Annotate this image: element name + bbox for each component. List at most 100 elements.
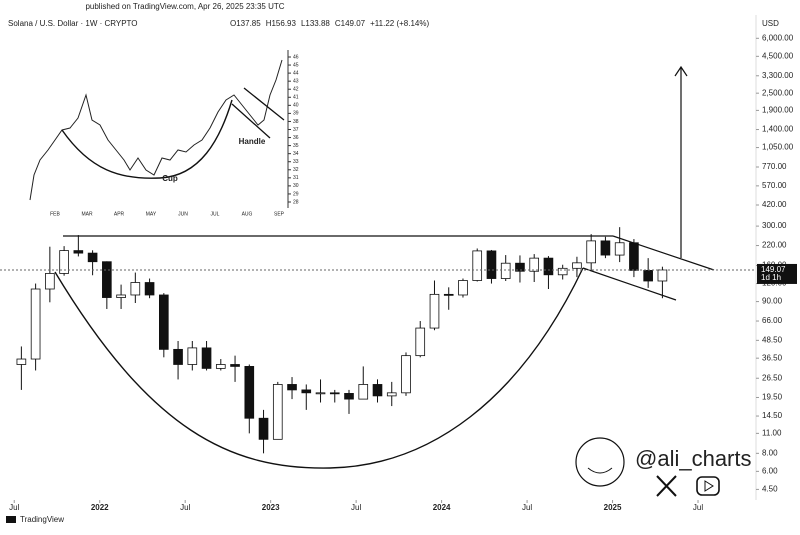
y-tick-label: 2,500.00: [762, 88, 794, 97]
inset-y-tick-label: 33: [293, 159, 299, 165]
inset-x-tick-label: APR: [114, 211, 125, 217]
ohlc-legend: O137.85 H156.93 L133.88 C149.07 +11.22 (+8.1…: [230, 19, 429, 28]
x-tick-label: 2023: [262, 503, 280, 512]
inset-x-tick-label: FEB: [50, 211, 60, 217]
candle-body: [301, 389, 312, 394]
x-tick-label: Jul: [180, 503, 190, 512]
inset-background: [20, 46, 302, 221]
y-tick-label: 36.50: [762, 353, 783, 362]
candle-body: [529, 257, 540, 272]
last-price-label: 149.07: [761, 265, 786, 274]
candle-body: [515, 262, 525, 272]
y-tick-label: 6,000.00: [762, 33, 794, 42]
inset-handle-lower: [231, 103, 271, 139]
candle-body: [372, 384, 383, 397]
candle-body: [102, 261, 112, 298]
avatar: [575, 437, 625, 487]
y-tick-label: 4,500.00: [762, 51, 794, 60]
candle-body: [315, 392, 326, 395]
y-tick-label: 770.00: [762, 162, 787, 171]
y-tick-label: 26.50: [762, 373, 783, 382]
y-tick-label: 300.00: [762, 221, 787, 230]
y-tick-label: 570.00: [762, 181, 787, 190]
ohlc-value: L133.88: [301, 19, 330, 28]
currency: USD: [762, 19, 779, 28]
cup-label: Cup: [162, 174, 178, 183]
inset-y-tick-label: 42: [293, 87, 299, 93]
candle-body: [59, 250, 69, 274]
candle-body: [586, 240, 596, 264]
x-tick-label: Jul: [522, 503, 532, 512]
inset-x-tick-label: MAY: [146, 211, 157, 217]
handle-lower: [582, 267, 677, 301]
inset-y-tick-label: 45: [293, 62, 299, 68]
ohlc-value: +11.22 (+8.14%): [370, 19, 429, 28]
candle-body: [329, 392, 340, 395]
candle-body: [386, 392, 397, 397]
inset-y-tick-label: 39: [293, 111, 299, 117]
inset-cup: [61, 99, 233, 179]
x-icon: [656, 475, 677, 497]
candle-body: [287, 384, 297, 391]
candle-body: [500, 262, 511, 279]
candle-body: [258, 417, 269, 440]
inset-y-tick-label: 40: [293, 103, 299, 109]
ohlc-value: H156.93: [266, 19, 297, 28]
candle-body: [344, 393, 354, 400]
ohlc-value: C149.07: [335, 19, 366, 28]
candle-body: [130, 282, 141, 296]
inset-y-tick-label: 46: [293, 54, 299, 60]
candle-body: [230, 364, 240, 367]
handle-upper: [612, 235, 715, 271]
inset-y-tick-label: 43: [293, 78, 299, 84]
y-tick-label: 90.00: [762, 297, 783, 306]
candle-body: [472, 250, 483, 281]
brand: TradingView: [20, 515, 64, 524]
x-tick-label: Jul: [9, 503, 19, 512]
inset-y-tick-label: 28: [293, 199, 299, 205]
inset-y-tick-label: 29: [293, 191, 299, 197]
candle-body: [600, 240, 611, 256]
brand-logo: [6, 516, 16, 523]
y-tick-label: 420.00: [762, 200, 787, 209]
candle-body: [16, 358, 27, 365]
x-tick-label: 2024: [433, 503, 451, 512]
candle-body: [458, 280, 468, 296]
y-tick-label: 1,050.00: [762, 143, 794, 152]
inset-y-tick-label: 34: [293, 151, 299, 157]
candle-body: [486, 250, 497, 279]
author-badge: @ali_charts: [575, 437, 752, 497]
y-tick-label: 1,400.00: [762, 125, 794, 134]
inset-handle-upper: [243, 87, 285, 121]
y-tick-label: 66.00: [762, 316, 783, 325]
price-box: [757, 263, 797, 284]
candle-body: [614, 242, 625, 256]
inset-y-tick-label: 31: [293, 175, 299, 181]
inset-y-tick-label: 38: [293, 119, 299, 125]
x-tick-label: Jul: [693, 503, 703, 512]
inset-x-tick-label: SEP: [274, 211, 285, 217]
candle-body: [144, 282, 155, 296]
cup-curve: [54, 267, 584, 469]
candle-body: [401, 355, 411, 394]
candle-body: [443, 293, 454, 296]
candle-body: [429, 293, 440, 329]
inset-x-tick-label: JUL: [211, 211, 220, 217]
inset-y-tick-label: 35: [293, 143, 299, 149]
inset-y-tick-label: 32: [293, 167, 299, 173]
candle-body: [358, 384, 369, 400]
y-tick-label: 3,300.00: [762, 71, 794, 80]
candle-body: [272, 384, 283, 440]
candle-body: [543, 257, 554, 276]
candle-body: [657, 269, 668, 282]
candle-body: [116, 294, 126, 298]
countdown: 1d 1h: [761, 273, 781, 282]
arrow-head: [674, 65, 688, 77]
published: published on TradingView.com, Apr 26, 20…: [85, 2, 284, 11]
candle-body: [415, 327, 426, 357]
x-tick-label: 2022: [91, 503, 109, 512]
y-tick-label: 48.50: [762, 335, 783, 344]
candle-body: [45, 273, 55, 290]
inset-y-tick-label: 36: [293, 135, 299, 141]
y-tick-label: 4.50: [762, 485, 778, 494]
